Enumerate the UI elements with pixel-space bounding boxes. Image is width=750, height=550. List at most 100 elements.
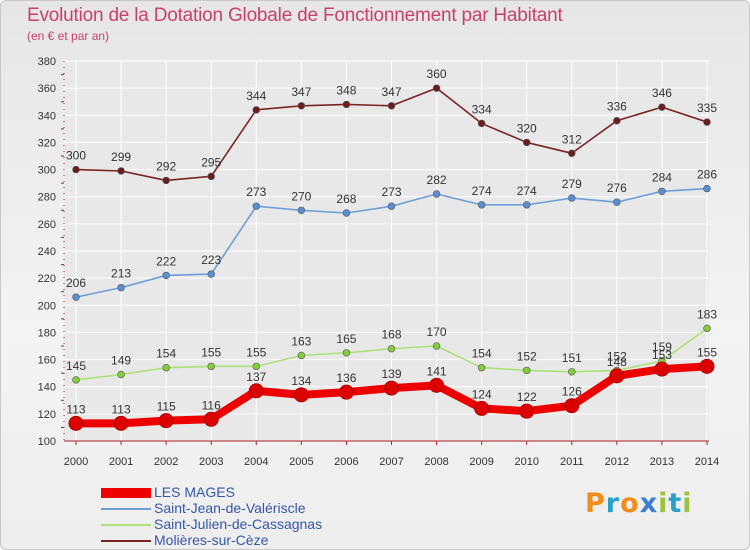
y-tick-label: 320 — [38, 137, 56, 149]
y-tick-label: 100 — [38, 436, 56, 448]
data-point — [568, 368, 576, 376]
data-point — [342, 209, 351, 217]
data-label: 151 — [562, 351, 582, 365]
legend-swatch — [101, 540, 151, 542]
data-label: 213 — [111, 267, 131, 281]
data-label: 347 — [291, 85, 311, 99]
data-point — [72, 376, 80, 384]
data-point — [248, 383, 264, 399]
data-point — [387, 102, 396, 110]
data-label: 335 — [697, 101, 717, 115]
data-point — [654, 361, 670, 377]
data-label: 154 — [472, 347, 492, 361]
data-label: 183 — [697, 307, 717, 321]
data-point — [384, 380, 399, 396]
data-label: 274 — [472, 184, 492, 198]
data-point — [72, 165, 80, 174]
y-tick-label: 300 — [38, 165, 56, 177]
y-tick-label: 280 — [38, 192, 56, 204]
data-label: 320 — [517, 121, 537, 135]
y-tick-label: 260 — [38, 219, 56, 231]
data-point — [432, 84, 441, 92]
legend-item: LES MAGES — [101, 484, 421, 500]
x-tick-label: 2002 — [154, 456, 178, 468]
x-tick-label: 2003 — [199, 456, 223, 468]
chart-subtitle: (en € et par an) — [27, 29, 110, 43]
data-point — [162, 364, 170, 372]
data-point — [162, 271, 170, 280]
legend-item: Molières-sur-Cèze — [101, 532, 421, 548]
data-point — [297, 102, 306, 110]
data-point — [519, 403, 535, 419]
logo-letter: t — [668, 488, 683, 519]
data-point — [523, 138, 531, 147]
proxiti-logo: Proxiti — [585, 488, 693, 519]
data-label: 139 — [381, 367, 401, 381]
data-label: 279 — [562, 177, 582, 191]
legend-swatch — [101, 488, 151, 498]
data-label: 149 — [111, 354, 131, 368]
data-point — [432, 190, 441, 198]
data-point — [477, 119, 486, 128]
data-point — [293, 387, 309, 403]
x-tick-label: 2004 — [244, 456, 268, 468]
data-point — [703, 184, 711, 193]
data-label: 334 — [472, 102, 492, 116]
data-label: 152 — [607, 349, 627, 363]
data-point — [72, 293, 80, 301]
data-label: 137 — [246, 370, 266, 384]
data-point — [387, 345, 396, 353]
y-tick-label: 120 — [38, 409, 56, 421]
x-tick-label: 2007 — [379, 456, 403, 468]
data-label: 268 — [336, 192, 356, 206]
y-tick-label: 160 — [38, 355, 56, 367]
data-label: 163 — [291, 335, 311, 349]
data-label: 206 — [66, 276, 86, 290]
y-tick-label: 340 — [38, 110, 56, 122]
legend-label: LES MAGES — [154, 484, 235, 500]
data-point — [342, 349, 351, 357]
data-label: 165 — [336, 332, 356, 346]
data-point — [207, 270, 215, 278]
data-label: 360 — [427, 67, 447, 81]
data-point — [387, 202, 396, 210]
data-point — [117, 370, 125, 379]
data-label: 152 — [517, 349, 537, 363]
series-molieres-sur-ceze — [72, 84, 711, 185]
data-point — [523, 366, 531, 375]
data-label: 124 — [472, 387, 492, 401]
data-point — [564, 398, 580, 414]
data-point — [658, 103, 666, 111]
data-label: 155 — [201, 345, 221, 359]
y-tick-label: 180 — [38, 327, 56, 339]
logo-letter: i — [682, 488, 693, 519]
y-tick-label: 360 — [38, 83, 56, 95]
data-label: 115 — [157, 400, 176, 414]
logo-letter: o — [620, 488, 640, 519]
data-point — [117, 283, 125, 292]
legend-swatch — [101, 524, 151, 526]
data-point — [338, 384, 354, 400]
data-label: 282 — [427, 173, 447, 187]
data-label: 300 — [66, 149, 86, 163]
x-tick-label: 2012 — [605, 456, 629, 468]
data-label: 153 — [652, 348, 672, 362]
data-label: 134 — [291, 374, 311, 388]
data-label: 347 — [381, 85, 401, 99]
data-point — [523, 201, 531, 209]
chart-title: Evolution de la Dotation Globale de Fonc… — [27, 5, 563, 26]
data-label: 348 — [336, 83, 356, 97]
data-point — [158, 413, 174, 429]
x-tick-label: 2010 — [514, 456, 538, 468]
data-label: 223 — [201, 253, 221, 267]
x-tick-label: 2000 — [64, 456, 88, 468]
x-tick-label: 2013 — [650, 456, 674, 468]
data-label: 276 — [607, 181, 627, 195]
data-point — [297, 351, 306, 360]
x-tick-label: 2011 — [560, 456, 584, 468]
data-label: 113 — [112, 402, 131, 416]
data-point — [613, 198, 621, 206]
x-tick-label: 2014 — [695, 456, 719, 468]
